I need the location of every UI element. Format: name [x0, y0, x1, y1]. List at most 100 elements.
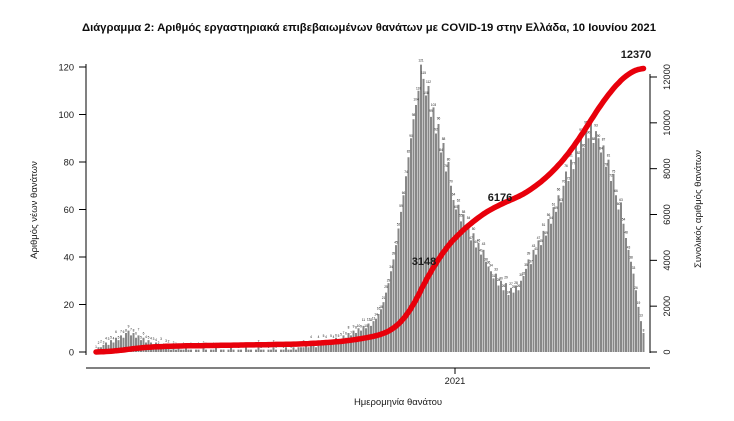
bar-value-label: 33: [494, 268, 498, 272]
bar-value-label: 39: [392, 252, 396, 256]
bar-value-label: 66: [614, 189, 618, 193]
bar: [630, 261, 632, 352]
bar: [255, 349, 257, 352]
bar: [345, 337, 347, 352]
bar: [595, 131, 597, 352]
bar-value-label: 24: [507, 291, 511, 295]
bar: [517, 290, 520, 352]
bar: [175, 349, 177, 352]
left-axis-ticks: 0 20 40 60 80 100 120: [58, 62, 86, 357]
bar: [627, 249, 630, 352]
bar-value-label: 8: [355, 325, 357, 329]
y-tick-label-left: 80: [64, 157, 74, 167]
bar-value-label: 29: [504, 275, 508, 279]
bar: [285, 347, 287, 352]
bar: [102, 344, 105, 352]
bar: [202, 347, 205, 352]
bar-value-label: 21: [382, 296, 386, 300]
bar: [642, 333, 645, 352]
bar: [130, 335, 132, 352]
bar: [167, 347, 170, 352]
y-tick-label-right: 2000: [662, 296, 672, 317]
bar-value-label: 63: [619, 198, 623, 202]
bar-value-label: 50: [472, 227, 476, 231]
bar: [570, 159, 572, 352]
bar: [562, 185, 565, 352]
bar: [422, 78, 425, 352]
bar-value-label: 77: [572, 161, 576, 165]
bar: [215, 347, 217, 352]
bar-value-label: 32: [522, 272, 526, 276]
bar: [447, 162, 450, 352]
y-axis-label-left: Αριθμός νέων θανάτων: [29, 161, 40, 259]
bar: [467, 223, 470, 352]
bar: [322, 340, 325, 352]
bar: [117, 340, 120, 352]
bar-value-label: 7: [130, 328, 132, 332]
bar: [190, 349, 192, 352]
bar: [195, 349, 197, 352]
bar-value-label: 33: [632, 266, 636, 270]
bar-value-label: 95: [584, 120, 588, 124]
bar: [425, 95, 427, 352]
bar: [355, 333, 357, 352]
bar: [542, 230, 545, 352]
bar: [120, 335, 122, 352]
bar: [572, 169, 575, 352]
y-tick-label-right: 12000: [662, 64, 672, 90]
bar: [550, 223, 552, 352]
bar: [232, 349, 235, 352]
bar-value-label: 45: [539, 239, 543, 243]
bar: [492, 278, 495, 352]
bar: [307, 347, 310, 352]
bar-value-label: 31: [492, 274, 496, 278]
bar: [415, 105, 417, 352]
bar-value-label: 110: [416, 86, 421, 90]
bar: [210, 349, 212, 352]
bar-value-label: 7: [350, 331, 352, 335]
bar-value-label: 80: [447, 158, 451, 162]
bar-value-label: 92: [434, 127, 438, 131]
bar: [435, 133, 437, 352]
bar-value-label: 54: [622, 218, 626, 222]
bar-value-label: 2: [273, 340, 275, 344]
bar-value-label: 27: [509, 282, 513, 286]
bar: [482, 249, 485, 352]
bar-value-label: 66: [402, 191, 406, 195]
y-tick-label-right: 6000: [662, 204, 672, 225]
bar: [250, 349, 252, 352]
bar-value-label: 43: [482, 242, 486, 246]
bar-value-label: 76: [444, 164, 448, 168]
bar-value-label: 3: [108, 337, 110, 341]
chart-title: Διάγραμμα 2: Αριθμός εργαστηριακά επιβεβ…: [82, 22, 656, 34]
bar: [247, 349, 250, 352]
bar: [560, 202, 562, 352]
bar-value-label: 47: [469, 236, 473, 240]
bar-value-label: 25: [512, 285, 516, 289]
bar-value-label: 54: [467, 216, 471, 220]
bar-value-label: 36: [487, 260, 491, 264]
bar-value-label: 3: [160, 337, 162, 341]
bar-value-label: 43: [627, 245, 631, 249]
bar-value-label: 54: [549, 216, 553, 220]
bar: [402, 195, 405, 352]
bar-value-label: 82: [577, 151, 581, 155]
bar-value-label: 84: [599, 146, 603, 150]
bar: [177, 347, 180, 352]
bar: [340, 340, 342, 352]
bar-value-label: 2: [100, 340, 102, 344]
y-tick-label-left: 20: [64, 300, 74, 310]
bar: [327, 344, 330, 352]
bar-value-label: 4: [113, 336, 115, 340]
bar-value-label: 5: [323, 334, 325, 338]
bar: [600, 152, 602, 352]
bar-value-label: 6: [345, 332, 347, 336]
bar-value-label: 41: [534, 247, 538, 251]
bar-value-label: 4: [325, 335, 327, 339]
bar: [555, 211, 557, 352]
bar: [220, 349, 222, 352]
bar: [430, 116, 432, 352]
bar-value-label: 93: [594, 123, 598, 127]
bar: [317, 342, 320, 352]
